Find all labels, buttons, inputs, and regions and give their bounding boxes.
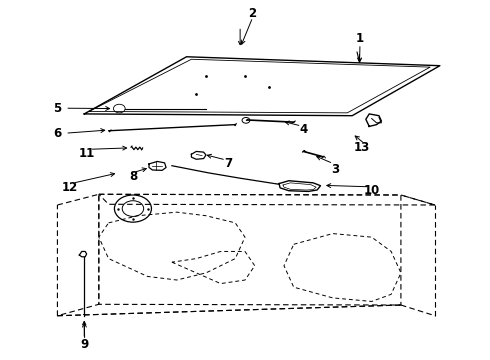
Text: 4: 4 bbox=[299, 123, 308, 136]
Text: 6: 6 bbox=[53, 127, 62, 140]
Text: 3: 3 bbox=[331, 163, 339, 176]
Text: 7: 7 bbox=[224, 157, 232, 170]
Text: 10: 10 bbox=[364, 184, 380, 197]
Text: 1: 1 bbox=[355, 32, 364, 45]
Text: 2: 2 bbox=[248, 8, 256, 21]
Text: 12: 12 bbox=[61, 181, 78, 194]
Text: 11: 11 bbox=[78, 147, 95, 160]
Text: 8: 8 bbox=[129, 170, 137, 183]
Text: 5: 5 bbox=[53, 102, 62, 115]
Text: 9: 9 bbox=[80, 338, 88, 351]
Text: 13: 13 bbox=[354, 141, 370, 154]
